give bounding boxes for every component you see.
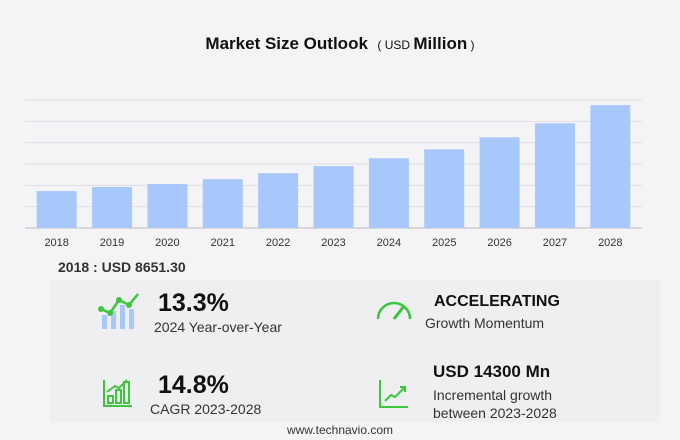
x-tick-label: 2019 xyxy=(100,237,124,249)
base-year-value: 2018 : USD 8651.30 xyxy=(58,259,186,275)
x-tick-label: 2020 xyxy=(155,237,179,249)
kpi-panel xyxy=(50,280,660,422)
incremental-label-1: Incremental growth xyxy=(433,387,553,403)
incremental-value: USD 14300 Mn xyxy=(433,362,551,381)
bar-2018 xyxy=(36,191,77,228)
x-tick-label: 2028 xyxy=(598,237,622,249)
bar-chart: 2018 2019 2020 2021 2022 2023 2024 2025 2026 2027… xyxy=(25,99,642,249)
bar-2022 xyxy=(258,173,299,228)
x-tick-label: 2024 xyxy=(377,237,401,249)
trend-line-icon xyxy=(379,380,408,408)
x-tick-label: 2026 xyxy=(487,237,511,249)
bar-2023 xyxy=(313,166,354,228)
bar-2026 xyxy=(479,137,520,228)
bar-growth-icon xyxy=(103,379,132,407)
momentum-label: Growth Momentum xyxy=(425,315,545,331)
bar-2028 xyxy=(590,105,631,228)
bar-2020 xyxy=(147,184,188,228)
bar-2019 xyxy=(92,187,133,228)
x-tick-label: 2022 xyxy=(266,237,290,249)
x-tick-label: 2027 xyxy=(543,237,567,249)
x-tick-label: 2018 xyxy=(44,237,68,249)
yoy-label: 2024 Year-over-Year xyxy=(154,319,282,335)
incremental-label-2: between 2023-2028 xyxy=(433,405,557,421)
bar-2025 xyxy=(424,149,465,228)
chart-title: Market Size Outlook ( USD Million ) xyxy=(205,34,475,53)
speedometer-icon xyxy=(376,301,412,320)
growth-chart-icon xyxy=(98,293,139,329)
x-tick-label: 2021 xyxy=(211,237,235,249)
bar-2027 xyxy=(534,123,575,228)
unit-prefix: USD xyxy=(384,38,411,52)
momentum-value: ACCELERATING xyxy=(434,293,560,310)
bar-2024 xyxy=(368,158,409,228)
x-tick-label: 2023 xyxy=(321,237,345,249)
cagr-value: 14.8% xyxy=(158,371,229,399)
unit-text: Million xyxy=(413,34,468,53)
yoy-value: 13.3% xyxy=(158,289,229,317)
title-text: Market Size Outlook xyxy=(205,34,368,53)
x-tick-label: 2025 xyxy=(432,237,456,249)
cagr-label: CAGR 2023-2028 xyxy=(150,401,262,417)
bar-2021 xyxy=(202,179,243,228)
footer-url: www.technavio.com xyxy=(286,423,394,437)
